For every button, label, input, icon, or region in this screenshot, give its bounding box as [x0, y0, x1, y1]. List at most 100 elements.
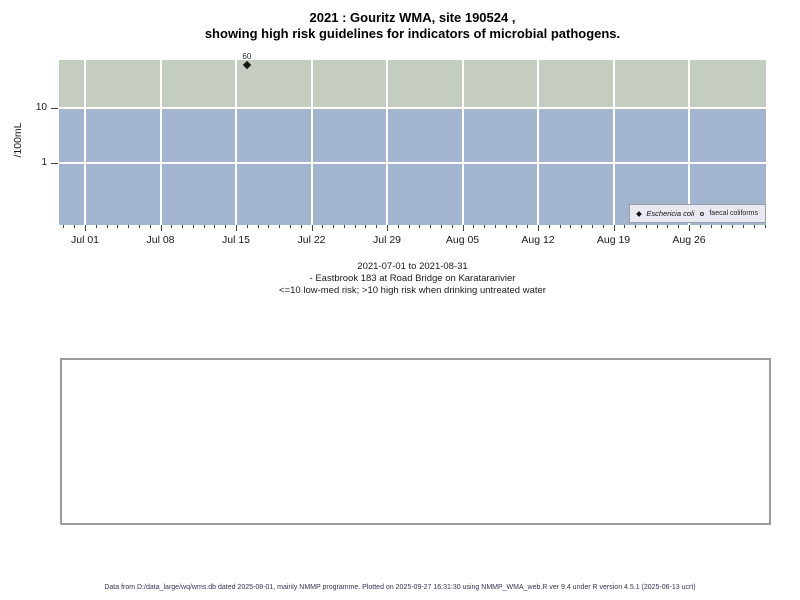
chart-title-line2: showing high risk guidelines for indicat… [204, 26, 621, 41]
x-minor-tick [182, 225, 184, 228]
legend-label-faecal-coliforms: faecal coliforms [709, 210, 758, 217]
data-point-label: 60 [242, 52, 252, 62]
filled-diamond-icon [636, 210, 643, 217]
x-minor-tick [699, 225, 701, 228]
x-minor-tick [419, 225, 421, 228]
x-minor-tick [408, 225, 410, 228]
x-minor-tick [63, 225, 65, 228]
x-minor-tick [732, 225, 734, 228]
chart-title: 2021 : Gouritz WMA, site 190524 , showin… [59, 10, 766, 42]
v-gridline-jul-01 [84, 60, 86, 225]
x-minor-tick [376, 225, 378, 228]
x-minor-tick [591, 225, 593, 228]
v-gridline-jul-15 [235, 60, 237, 225]
x-tick-label-aug-05: Aug 05 [445, 234, 480, 246]
x-minor-tick [246, 225, 248, 228]
x-minor-tick [548, 225, 550, 228]
x-minor-tick [753, 225, 755, 228]
x-major-tick [462, 225, 464, 231]
high-risk-band [59, 60, 766, 108]
x-tick-label-aug-26: Aug 26 [672, 234, 706, 246]
x-tick-label-jul-22: Jul 22 [297, 234, 326, 246]
legend-label-ecoli: Eschericia coli [646, 209, 695, 218]
footer-provenance-text: Data from D:/data_large/wq/wms.db dated … [104, 584, 696, 591]
legend-entry-ecoli: Eschericia coli [636, 209, 695, 218]
x-major-tick [85, 225, 86, 231]
v-gridline-aug-26 [688, 60, 690, 225]
x-minor-tick [354, 225, 356, 228]
x-minor-tick [333, 225, 335, 228]
x-major-tick [236, 225, 237, 231]
x-tick-label-jul-01: Jul 01 [70, 234, 100, 246]
x-minor-tick [397, 225, 399, 228]
x-minor-tick [667, 225, 669, 228]
x-minor-tick [473, 225, 475, 228]
y-tick-10 [51, 108, 58, 109]
x-minor-tick [494, 225, 496, 228]
x-minor-tick [95, 225, 97, 228]
x-tick-label-aug-12: Aug 12 [521, 234, 555, 246]
x-minor-tick [117, 225, 119, 228]
x-minor-tick [128, 225, 130, 228]
x-minor-tick [279, 225, 281, 228]
v-gridline-jul-22 [310, 60, 313, 225]
empty-second-panel [60, 358, 771, 525]
x-minor-tick [451, 225, 453, 228]
x-minor-tick [656, 225, 658, 228]
v-gridline-aug-19 [612, 60, 615, 225]
x-major-tick [689, 225, 690, 231]
x-minor-tick [710, 225, 712, 228]
x-minor-tick [430, 225, 432, 228]
legend-entry-faecal-coliforms: faecal coliforms [700, 210, 758, 217]
x-minor-tick [322, 225, 324, 228]
x-minor-tick [559, 225, 561, 228]
x-minor-tick [484, 225, 486, 228]
x-minor-tick [289, 225, 291, 228]
x-minor-tick [203, 225, 205, 228]
x-minor-tick [527, 225, 529, 228]
x-minor-tick [300, 225, 302, 228]
caption-risk-guideline: <=10 low-med risk; >10 high risk when dr… [279, 285, 546, 296]
x-minor-tick [505, 225, 507, 228]
x-minor-tick [678, 225, 680, 228]
x-minor-tick [171, 225, 173, 228]
v-gridline-jul-08 [159, 60, 162, 225]
y-tick-1 [51, 163, 58, 164]
x-major-tick [311, 225, 313, 231]
x-minor-tick [149, 225, 151, 228]
x-minor-tick [516, 225, 518, 228]
open-circle-icon [700, 211, 705, 216]
y-tick-label-10: 10 [35, 102, 47, 113]
x-minor-tick [721, 225, 723, 228]
x-major-tick [387, 225, 388, 231]
x-minor-tick [764, 225, 766, 228]
v-gridline-aug-05 [461, 60, 464, 225]
x-minor-tick [214, 225, 216, 228]
x-major-tick [613, 225, 615, 231]
x-minor-tick [635, 225, 637, 228]
x-minor-tick [645, 225, 647, 228]
v-gridline-jul-29 [386, 60, 388, 225]
y-tick-label-1: 1 [41, 157, 47, 168]
x-tick-label-jul-15: Jul 15 [221, 234, 251, 246]
x-tick-label-jul-29: Jul 29 [372, 234, 402, 246]
x-minor-tick [742, 225, 744, 228]
caption-date-range: 2021-07-01 to 2021-08-31 [357, 261, 468, 272]
x-tick-label-aug-19: Aug 19 [596, 234, 631, 246]
caption-site-description: - Eastbrook 183 at Road Bridge on Karata… [309, 273, 516, 284]
x-minor-tick [268, 225, 270, 228]
x-minor-tick [440, 225, 442, 228]
x-minor-tick [570, 225, 572, 228]
x-minor-tick [602, 225, 604, 228]
x-minor-tick [624, 225, 626, 228]
x-minor-tick [257, 225, 259, 228]
x-major-tick [538, 225, 539, 231]
x-minor-tick [138, 225, 140, 228]
x-tick-label-jul-08: Jul 08 [146, 234, 175, 246]
h-gridline-10 [59, 107, 766, 109]
x-minor-tick [74, 225, 76, 228]
plot-area: 10 1 Jul 01 Jul 08 Jul 15 Jul 22 Jul 29 Aug 05 A… [36, 52, 766, 246]
x-minor-tick [343, 225, 345, 228]
x-minor-tick [365, 225, 367, 228]
